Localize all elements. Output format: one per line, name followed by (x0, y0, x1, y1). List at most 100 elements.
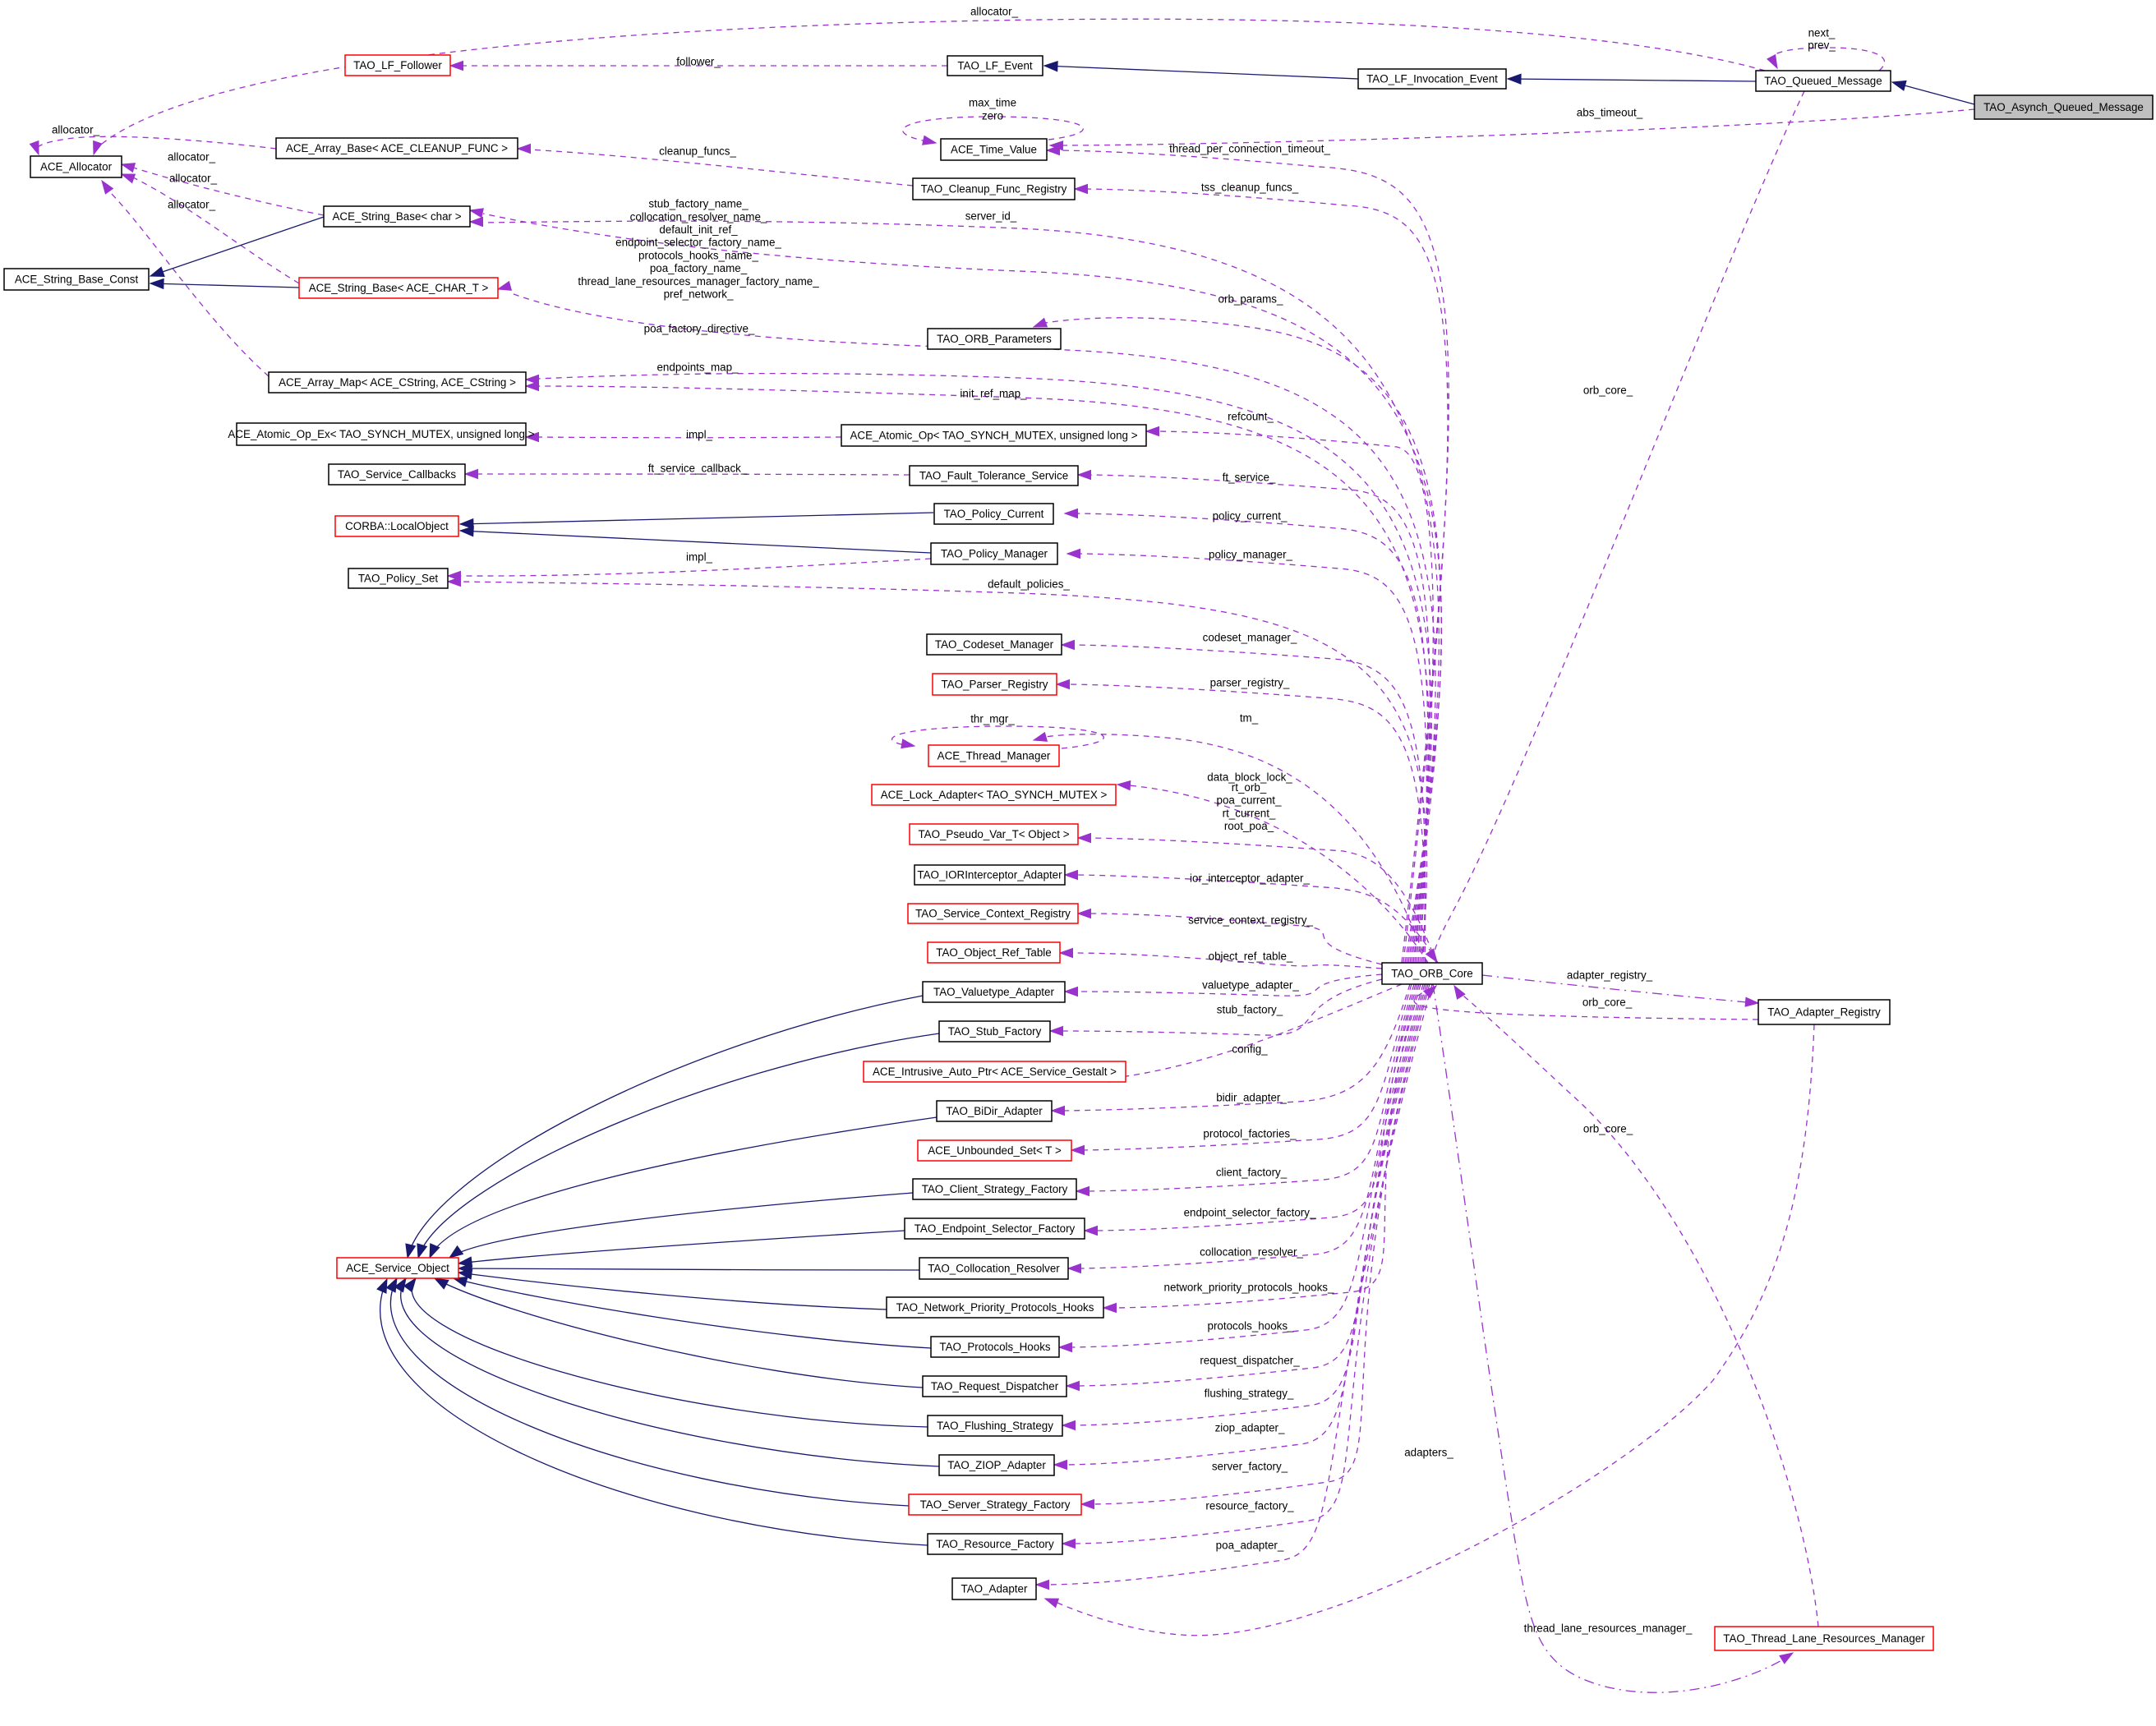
svg-text:TAO_Request_Dispatcher: TAO_Request_Dispatcher (931, 1380, 1059, 1392)
svg-text:rt_orb_: rt_orb_ (1232, 781, 1267, 794)
svg-text:policy_current_: policy_current_ (1213, 510, 1288, 522)
svg-text:ft_service_: ft_service_ (1223, 472, 1276, 484)
svg-text:ACE_String_Base_Const: ACE_String_Base_Const (15, 274, 139, 286)
svg-text:ACE_Atomic_Op_Ex< TAO_SYNCH_MU: ACE_Atomic_Op_Ex< TAO_SYNCH_MUTEX, unsig… (228, 428, 534, 440)
svg-text:TAO_Protocols_Hooks: TAO_Protocols_Hooks (939, 1341, 1051, 1353)
svg-text:thread_per_connection_timeout_: thread_per_connection_timeout_ (1169, 143, 1330, 155)
svg-text:TAO_Valuetype_Adapter: TAO_Valuetype_Adapter (933, 986, 1054, 998)
svg-text:ACE_Allocator: ACE_Allocator (40, 161, 113, 173)
svg-text:stub_factory_name_: stub_factory_name_ (648, 198, 749, 210)
svg-text:default_init_ref_: default_init_ref_ (659, 223, 738, 236)
svg-text:TAO_Cleanup_Func_Registry: TAO_Cleanup_Func_Registry (921, 183, 1067, 196)
svg-text:TAO_Pseudo_Var_T< Object >: TAO_Pseudo_Var_T< Object > (918, 828, 1069, 840)
svg-text:server_factory_: server_factory_ (1212, 1461, 1288, 1473)
svg-text:request_dispatcher_: request_dispatcher_ (1200, 1355, 1300, 1367)
svg-text:TAO_BiDir_Adapter: TAO_BiDir_Adapter (946, 1105, 1043, 1117)
svg-text:resource_factory_: resource_factory_ (1205, 1500, 1294, 1512)
svg-text:TAO_Object_Ref_Table: TAO_Object_Ref_Table (936, 946, 1051, 959)
svg-text:tss_cleanup_funcs_: tss_cleanup_funcs_ (1201, 182, 1299, 194)
svg-text:CORBA::LocalObject: CORBA::LocalObject (345, 520, 449, 532)
svg-text:ft_service_callback_: ft_service_callback_ (648, 463, 748, 475)
svg-text:TAO_ORB_Core: TAO_ORB_Core (1391, 968, 1472, 980)
svg-text:allocator_: allocator_ (169, 173, 218, 185)
svg-text:TAO_Resource_Factory: TAO_Resource_Factory (936, 1538, 1054, 1550)
svg-text:ACE_Array_Base< ACE_CLEANUP_FU: ACE_Array_Base< ACE_CLEANUP_FUNC > (286, 142, 508, 154)
svg-text:adapters_: adapters_ (1404, 1447, 1453, 1459)
svg-text:TAO_Fault_Tolerance_Service: TAO_Fault_Tolerance_Service (919, 470, 1068, 482)
svg-text:endpoint_selector_factory_: endpoint_selector_factory_ (1184, 1207, 1316, 1219)
svg-text:TAO_Service_Context_Registry: TAO_Service_Context_Registry (915, 908, 1071, 920)
svg-text:ACE_String_Base< char >: ACE_String_Base< char > (332, 210, 461, 223)
svg-text:refcount_: refcount_ (1228, 411, 1274, 423)
svg-text:server_id_: server_id_ (965, 210, 1017, 223)
svg-text:rt_current_: rt_current_ (1223, 807, 1276, 819)
svg-text:adapter_registry_: adapter_registry_ (1567, 969, 1653, 982)
svg-text:tm_: tm_ (1240, 712, 1259, 725)
svg-text:TAO_Policy_Manager: TAO_Policy_Manager (941, 548, 1048, 560)
svg-text:TAO_LF_Event: TAO_LF_Event (957, 60, 1033, 72)
svg-text:endpoints_map_: endpoints_map_ (656, 361, 739, 374)
svg-text:TAO_Asynch_Queued_Message: TAO_Asynch_Queued_Message (1983, 101, 2144, 113)
svg-text:orb_core_: orb_core_ (1583, 384, 1633, 397)
svg-text:TAO_Parser_Registry: TAO_Parser_Registry (942, 679, 1048, 691)
svg-text:orb_params_: orb_params_ (1219, 293, 1283, 306)
svg-text:endpoint_selector_factory_name: endpoint_selector_factory_name_ (615, 237, 781, 249)
svg-text:TAO_Server_Strategy_Factory: TAO_Server_Strategy_Factory (920, 1498, 1071, 1511)
svg-text:ACE_Lock_Adapter< TAO_SYNCH_MU: ACE_Lock_Adapter< TAO_SYNCH_MUTEX > (881, 789, 1108, 801)
svg-text:next_: next_ (1808, 27, 1836, 39)
svg-text:TAO_Adapter: TAO_Adapter (961, 1583, 1028, 1595)
svg-text:TAO_LF_Invocation_Event: TAO_LF_Invocation_Event (1366, 73, 1498, 85)
svg-text:TAO_Policy_Set: TAO_Policy_Set (358, 573, 439, 585)
svg-text:valuetype_adapter_: valuetype_adapter_ (1202, 979, 1299, 992)
svg-text:allocator_: allocator_ (168, 199, 216, 211)
svg-text:TAO_Client_Strategy_Factory: TAO_Client_Strategy_Factory (922, 1183, 1068, 1195)
svg-text:data_block_lock_: data_block_lock_ (1207, 771, 1292, 784)
svg-text:object_ref_table_: object_ref_table_ (1209, 950, 1293, 963)
svg-text:impl_: impl_ (686, 429, 713, 441)
svg-text:policy_manager_: policy_manager_ (1209, 549, 1293, 561)
svg-text:bidir_adapter_: bidir_adapter_ (1216, 1092, 1287, 1104)
svg-text:collocation_resolver_name_: collocation_resolver_name_ (630, 210, 767, 223)
svg-text:poa_current_: poa_current_ (1217, 794, 1282, 807)
svg-text:stub_factory_: stub_factory_ (1217, 1004, 1283, 1016)
svg-text:TAO_Network_Priority_Protocols: TAO_Network_Priority_Protocols_Hooks (896, 1301, 1094, 1314)
svg-text:prev_: prev_ (1808, 39, 1836, 52)
svg-text:TAO_Policy_Current: TAO_Policy_Current (944, 508, 1044, 520)
svg-text:TAO_IORInterceptor_Adapter: TAO_IORInterceptor_Adapter (917, 869, 1062, 881)
svg-text:collocation_resolver_: collocation_resolver_ (1200, 1246, 1303, 1259)
svg-text:ACE_String_Base< ACE_CHAR_T >: ACE_String_Base< ACE_CHAR_T > (309, 282, 489, 294)
svg-text:protocols_hooks_: protocols_hooks_ (1208, 1320, 1295, 1332)
svg-text:thr_mgr_: thr_mgr_ (970, 713, 1015, 725)
svg-text:allocator_: allocator_ (52, 124, 100, 136)
svg-text:zero: zero (982, 110, 1003, 122)
svg-text:TAO_ZIOP_Adapter: TAO_ZIOP_Adapter (947, 1459, 1046, 1471)
svg-text:protocol_factories_: protocol_factories_ (1203, 1128, 1297, 1140)
svg-text:TAO_Queued_Message: TAO_Queued_Message (1764, 75, 1882, 87)
svg-text:flushing_strategy_: flushing_strategy_ (1205, 1388, 1294, 1400)
svg-text:ziop_adapter_: ziop_adapter_ (1215, 1422, 1285, 1434)
svg-text:network_priority_protocols_hoo: network_priority_protocols_hooks_ (1164, 1282, 1334, 1294)
svg-text:TAO_Stub_Factory: TAO_Stub_Factory (948, 1025, 1042, 1038)
svg-text:ACE_Thread_Manager: ACE_Thread_Manager (937, 750, 1051, 762)
svg-text:root_poa_: root_poa_ (1224, 820, 1274, 832)
svg-text:allocator_: allocator_ (970, 6, 1019, 18)
svg-text:parser_registry_: parser_registry_ (1210, 677, 1290, 689)
svg-text:TAO_Codeset_Manager: TAO_Codeset_Manager (935, 638, 1054, 651)
svg-text:thread_lane_resources_manager_: thread_lane_resources_manager_ (1524, 1622, 1693, 1635)
svg-text:ACE_Time_Value: ACE_Time_Value (951, 144, 1037, 156)
svg-text:ACE_Intrusive_Auto_Ptr< ACE_Se: ACE_Intrusive_Auto_Ptr< ACE_Service_Gest… (873, 1066, 1117, 1078)
svg-text:TAO_Collocation_Resolver: TAO_Collocation_Resolver (928, 1263, 1060, 1275)
svg-text:poa_factory_name_: poa_factory_name_ (650, 262, 748, 274)
svg-text:TAO_ORB_Parameters: TAO_ORB_Parameters (937, 333, 1052, 345)
svg-text:pref_network_: pref_network_ (664, 288, 734, 301)
svg-text:protocols_hooks_name_: protocols_hooks_name_ (638, 249, 758, 261)
svg-text:thread_lane_resources_manager_: thread_lane_resources_manager_factory_na… (578, 275, 819, 288)
svg-text:allocator_: allocator_ (168, 151, 216, 163)
svg-text:ACE_Array_Map< ACE_CString, AC: ACE_Array_Map< ACE_CString, ACE_CString … (279, 376, 516, 389)
svg-text:TAO_Adapter_Registry: TAO_Adapter_Registry (1767, 1006, 1881, 1019)
svg-text:ACE_Unbounded_Set< T >: ACE_Unbounded_Set< T > (928, 1144, 1062, 1157)
svg-text:service_context_registry_: service_context_registry_ (1188, 914, 1313, 927)
svg-text:init_ref_map_: init_ref_map_ (960, 388, 1027, 400)
svg-text:TAO_Thread_Lane_Resources_Mana: TAO_Thread_Lane_Resources_Manager (1723, 1632, 1925, 1645)
svg-text:cleanup_funcs_: cleanup_funcs_ (659, 145, 736, 158)
